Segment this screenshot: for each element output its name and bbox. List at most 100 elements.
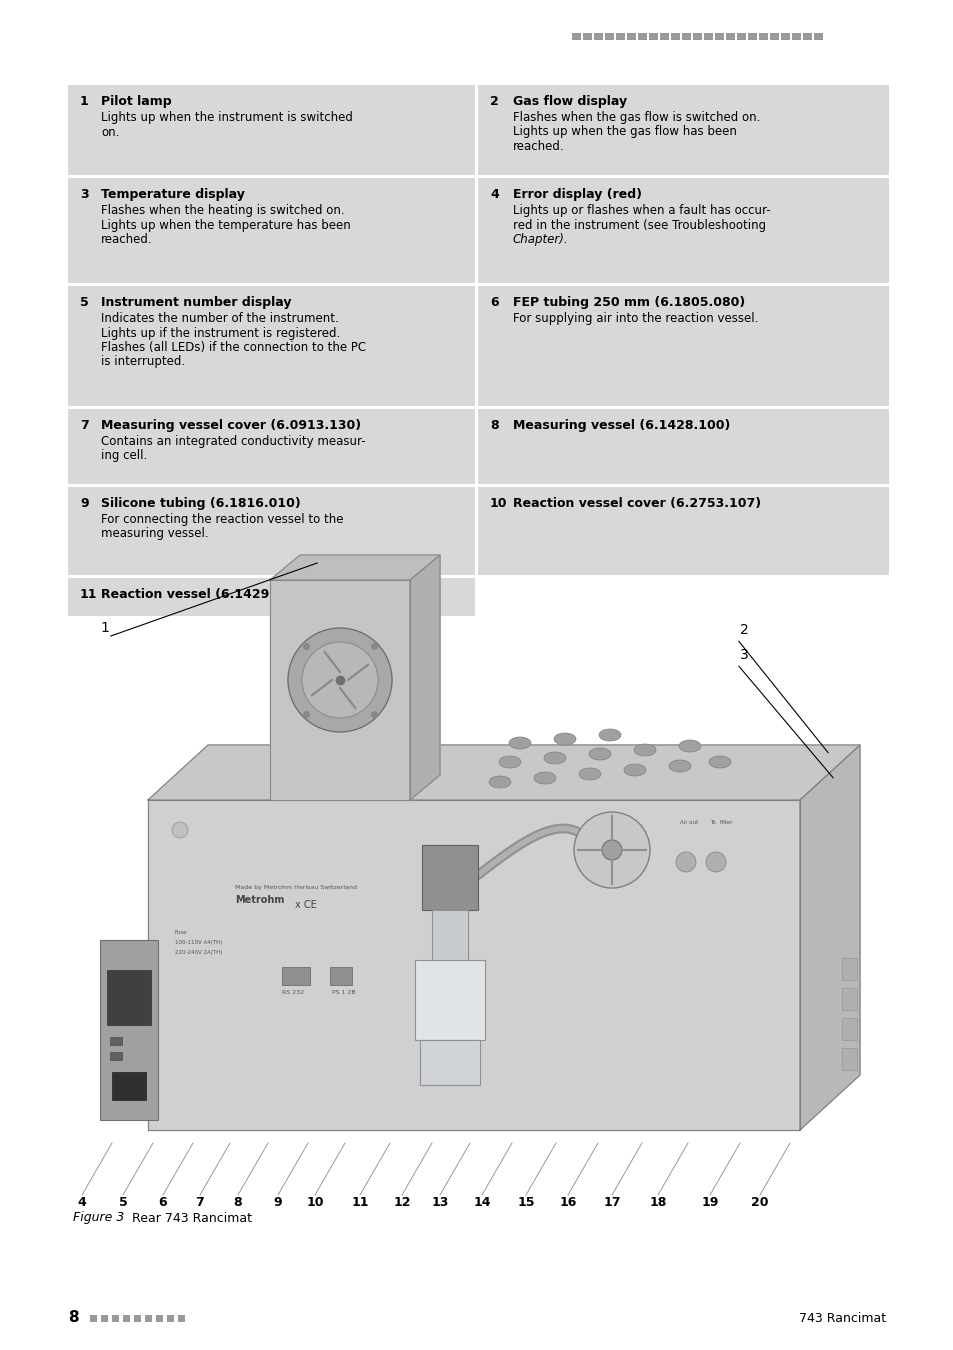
- Text: Rear 743 Rancimat: Rear 743 Rancimat: [120, 1211, 252, 1224]
- Text: 5: 5: [80, 296, 89, 309]
- Bar: [648, 32, 658, 40]
- Bar: [725, 32, 734, 40]
- Text: Flashes (all LEDs) if the connection to the PC: Flashes (all LEDs) if the connection to …: [101, 342, 366, 354]
- Text: 1: 1: [80, 95, 89, 108]
- Text: 3: 3: [740, 648, 748, 662]
- Text: Reaction vessel (6.1429.040): Reaction vessel (6.1429.040): [101, 589, 306, 601]
- Bar: [692, 32, 701, 40]
- Bar: [477, 286, 888, 406]
- Ellipse shape: [578, 768, 600, 780]
- Bar: [594, 32, 602, 40]
- Circle shape: [172, 822, 188, 838]
- Text: 8: 8: [233, 1196, 242, 1210]
- Text: Chapter).: Chapter).: [513, 234, 568, 246]
- Text: 2: 2: [740, 622, 748, 637]
- Bar: [101, 1315, 108, 1322]
- Circle shape: [302, 643, 377, 718]
- Text: 7: 7: [80, 418, 89, 432]
- Polygon shape: [148, 745, 859, 801]
- Ellipse shape: [554, 733, 576, 745]
- Text: To: To: [709, 819, 715, 825]
- Text: 220-240V 2A(TH): 220-240V 2A(TH): [174, 950, 222, 954]
- Bar: [167, 1315, 173, 1322]
- Bar: [572, 32, 580, 40]
- Bar: [112, 1315, 119, 1322]
- Text: Error display (red): Error display (red): [513, 188, 641, 201]
- Text: 8: 8: [490, 418, 498, 432]
- Bar: [68, 487, 475, 575]
- Text: 4: 4: [490, 188, 498, 201]
- Text: 4: 4: [77, 1196, 87, 1210]
- Text: 14: 14: [473, 1196, 490, 1210]
- Ellipse shape: [588, 748, 610, 760]
- Text: 9: 9: [274, 1196, 282, 1210]
- Text: 20: 20: [750, 1196, 768, 1210]
- Bar: [604, 32, 614, 40]
- Bar: [68, 409, 475, 485]
- Bar: [759, 32, 767, 40]
- Circle shape: [574, 811, 649, 888]
- Text: 6: 6: [158, 1196, 167, 1210]
- Bar: [330, 967, 352, 985]
- Text: Lights up when the gas flow has been: Lights up when the gas flow has been: [513, 126, 736, 139]
- Text: Metrohm: Metrohm: [234, 895, 284, 905]
- Text: Filter: Filter: [720, 819, 733, 825]
- Bar: [747, 32, 757, 40]
- Text: Lights up when the temperature has been: Lights up when the temperature has been: [101, 219, 351, 231]
- Bar: [110, 1052, 122, 1060]
- Text: Figure 3: Figure 3: [73, 1211, 124, 1224]
- Polygon shape: [270, 555, 439, 580]
- Text: is interrupted.: is interrupted.: [101, 355, 185, 369]
- Text: 18: 18: [649, 1196, 666, 1210]
- Text: Measuring vessel cover (6.0913.130): Measuring vessel cover (6.0913.130): [101, 418, 361, 432]
- Text: RS 232: RS 232: [282, 990, 304, 995]
- Text: 1: 1: [100, 621, 109, 634]
- Circle shape: [601, 840, 621, 860]
- Text: Gas flow display: Gas flow display: [513, 95, 626, 108]
- Bar: [477, 487, 888, 575]
- Bar: [616, 32, 624, 40]
- Text: 2: 2: [490, 95, 498, 108]
- Text: 17: 17: [602, 1196, 620, 1210]
- Ellipse shape: [634, 744, 656, 756]
- Bar: [178, 1315, 185, 1322]
- Bar: [419, 1040, 479, 1085]
- Bar: [681, 32, 690, 40]
- Bar: [156, 1315, 163, 1322]
- Text: 100-110V A4(TH): 100-110V A4(TH): [174, 940, 222, 945]
- Bar: [841, 958, 856, 980]
- Text: Silicone tubing (6.1816.010): Silicone tubing (6.1816.010): [101, 497, 300, 510]
- Ellipse shape: [534, 772, 556, 784]
- Text: 15: 15: [517, 1196, 535, 1210]
- Text: For connecting the reaction vessel to the: For connecting the reaction vessel to th…: [101, 513, 343, 526]
- Text: reached.: reached.: [101, 234, 152, 246]
- Text: Made by Metrohm Herisau Switzerland: Made by Metrohm Herisau Switzerland: [234, 886, 356, 890]
- Bar: [841, 1018, 856, 1040]
- Ellipse shape: [623, 764, 645, 776]
- Text: reached.: reached.: [513, 140, 564, 153]
- Text: ing cell.: ing cell.: [101, 450, 147, 463]
- Bar: [477, 409, 888, 485]
- Bar: [626, 32, 636, 40]
- Text: 13: 13: [431, 1196, 448, 1210]
- Bar: [282, 967, 310, 985]
- Text: Temperature display: Temperature display: [101, 188, 245, 201]
- Bar: [68, 178, 475, 284]
- Text: Indicates the number of the instrument.: Indicates the number of the instrument.: [101, 312, 338, 325]
- Bar: [802, 32, 811, 40]
- Text: on.: on.: [101, 126, 119, 139]
- Bar: [477, 85, 888, 176]
- Text: 743 Rancimat: 743 Rancimat: [798, 1311, 885, 1324]
- Text: 3: 3: [80, 188, 89, 201]
- Ellipse shape: [598, 729, 620, 741]
- Ellipse shape: [708, 756, 730, 768]
- Bar: [638, 32, 646, 40]
- Bar: [68, 85, 475, 176]
- Text: Flashes when the heating is switched on.: Flashes when the heating is switched on.: [101, 204, 344, 217]
- Text: Lights up or flashes when a fault has occur-: Lights up or flashes when a fault has oc…: [513, 204, 770, 217]
- Bar: [90, 1315, 97, 1322]
- Bar: [781, 32, 789, 40]
- Bar: [841, 1048, 856, 1071]
- Ellipse shape: [668, 760, 690, 772]
- Text: PS 1 2B: PS 1 2B: [332, 990, 355, 995]
